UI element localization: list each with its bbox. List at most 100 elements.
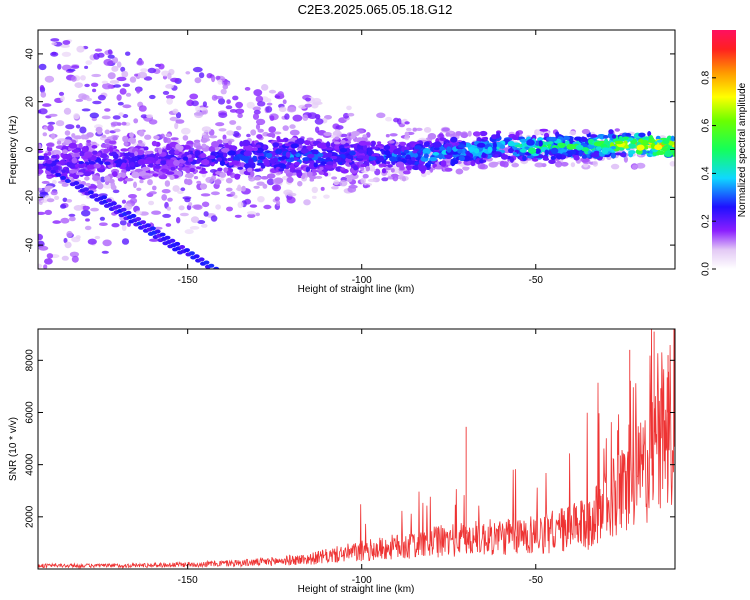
spectrogram-ridge-cell <box>42 132 48 137</box>
spectrogram-ridge-cell <box>526 155 535 159</box>
spectrogram-ridge-cell <box>377 141 382 145</box>
spectrogram-speckle <box>38 108 48 115</box>
spectrogram-speckle <box>97 94 106 101</box>
spectrogram-speckle <box>261 84 269 91</box>
spectrogram-speckle <box>90 207 99 212</box>
spectrogram-speckle <box>122 104 132 109</box>
spectrogram-ridge-cell <box>378 163 387 167</box>
spectrogram-speckle <box>246 211 257 215</box>
spectrogram-ridge-cell <box>170 166 176 171</box>
spectrogram-ridge-cell <box>86 142 92 147</box>
spectrogram-speckle <box>385 116 393 122</box>
spectrogram-speckle <box>116 76 127 82</box>
spectrogram-speckle <box>190 216 200 224</box>
spectrogram-ridge-cell <box>124 142 129 146</box>
spectrogram-ridge-cell <box>46 198 55 203</box>
spectrogram-streak-cell <box>159 232 166 237</box>
spectrogram-ridge-cell <box>92 175 100 181</box>
spectrogram-speckle <box>194 77 202 84</box>
spectrogram-speckle <box>43 264 48 269</box>
spectrogram-speckle <box>148 200 155 206</box>
spectrogram-ridge-cell <box>313 162 318 168</box>
spectrogram-ridge-cell <box>226 170 231 176</box>
spectrogram-speckle <box>235 101 244 109</box>
spectrogram-ridge-cell <box>216 157 223 162</box>
spectrogram-ridge-cell <box>234 173 241 180</box>
spectrogram-speckle <box>229 120 237 125</box>
spectrogram-ridge-cell <box>306 137 314 141</box>
spectrogram-speckle <box>47 124 54 132</box>
spectrogram-ridge-cell <box>285 151 291 158</box>
spectrogram-speckle <box>166 98 174 105</box>
spectrogram-ridge-cell <box>309 175 317 180</box>
spectrogram-ridge-cell <box>508 147 514 154</box>
spectrogram-ridge-cell <box>253 176 262 181</box>
colorbar-axes: 0.0 0.2 0.4 0.6 0.8 <box>701 70 716 276</box>
spectrogram-speckle <box>255 123 261 130</box>
spectrogram-ridge-cell <box>495 132 501 139</box>
spectrogram-streak-cell <box>164 235 171 240</box>
spectrogram-speckle <box>38 63 47 71</box>
spectrogram-speckle <box>175 112 182 119</box>
spectrogram-speckle <box>287 106 297 113</box>
spectrogram-ridge-cell <box>610 152 617 159</box>
spectrogram-streak-cell <box>188 251 195 256</box>
spectrogram-ridge-cell <box>483 136 489 141</box>
spectrogram-ridge-cell <box>101 134 107 138</box>
spectrogram-ridge-cell <box>185 179 193 186</box>
spectrogram-ridge-cell <box>614 152 623 156</box>
spectrogram-ridge-cell <box>432 152 440 156</box>
spectrogram-ridge-cell <box>189 167 196 173</box>
spectrogram-ridge-cell <box>604 147 613 151</box>
spectrogram-ridge-cell <box>628 150 636 155</box>
spectrogram-ridge-cell <box>221 147 230 153</box>
spectrogram-ridge-cell <box>168 149 177 155</box>
spectrogram-speckle <box>412 127 417 132</box>
spectrogram-speckle <box>311 195 317 199</box>
spectrogram-ridge-cell <box>325 147 333 151</box>
spectrogram-speckle <box>69 216 76 222</box>
spectrogram-streak-cell <box>115 204 122 209</box>
spectrogram-speckle <box>252 106 261 111</box>
spectrogram-speckle <box>210 191 220 196</box>
spectrogram-speckle <box>610 163 620 170</box>
spectrogram-ridge-cell <box>462 166 470 170</box>
spectrogram-ridge-cell <box>539 128 549 132</box>
spectrogram-ridge-cell <box>334 136 340 140</box>
spectrogram-ridge-cell <box>544 149 549 156</box>
spectrogram-speckle <box>73 205 84 211</box>
spectrogram-speckle <box>46 253 54 259</box>
spectrogram-speckle <box>149 238 159 242</box>
spectrogram-speckle <box>265 106 273 113</box>
spectrogram-speckle <box>200 193 211 197</box>
spectrogram-speckle <box>174 122 179 130</box>
spectrogram-ridge-cell <box>151 140 158 147</box>
snr-marks <box>38 329 675 569</box>
spectrogram-speckle <box>189 93 199 100</box>
spectrogram-ridge-cell <box>578 150 583 157</box>
spectrogram-speckle <box>381 177 389 182</box>
spectrogram-speckle <box>347 186 357 193</box>
spectrogram-speckle <box>592 160 598 167</box>
spectrogram-speckle <box>60 44 70 48</box>
spectrogram-speckle <box>121 238 130 245</box>
spectrogram-ridge-cell <box>142 175 151 179</box>
spectrogram-speckle <box>162 213 172 218</box>
spectrogram-speckle <box>71 75 77 82</box>
spectrogram-ridge-cell <box>479 130 488 137</box>
spectrogram-speckle <box>286 196 296 204</box>
spectrogram-ridge-cell <box>368 156 377 161</box>
spectrogram-ridge-cell <box>130 156 139 162</box>
spectrogram-speckle <box>136 87 141 94</box>
spectrogram-speckle <box>339 180 348 187</box>
spectrogram-ridge-cell <box>507 140 515 147</box>
spectrogram-ridge-cell <box>654 144 663 151</box>
spectrogram-ridge-cell <box>47 146 53 152</box>
spectrogram-ridge-cell <box>198 170 208 174</box>
spectrogram-ridge-cell <box>302 145 307 149</box>
spectrogram-speckle <box>181 127 191 135</box>
spectrogram-ridge-cell <box>47 151 52 156</box>
spectrogram-ridge-cell <box>664 150 673 157</box>
spectrogram-speckle <box>103 58 113 66</box>
spectrogram-ridge-cell <box>614 140 624 145</box>
